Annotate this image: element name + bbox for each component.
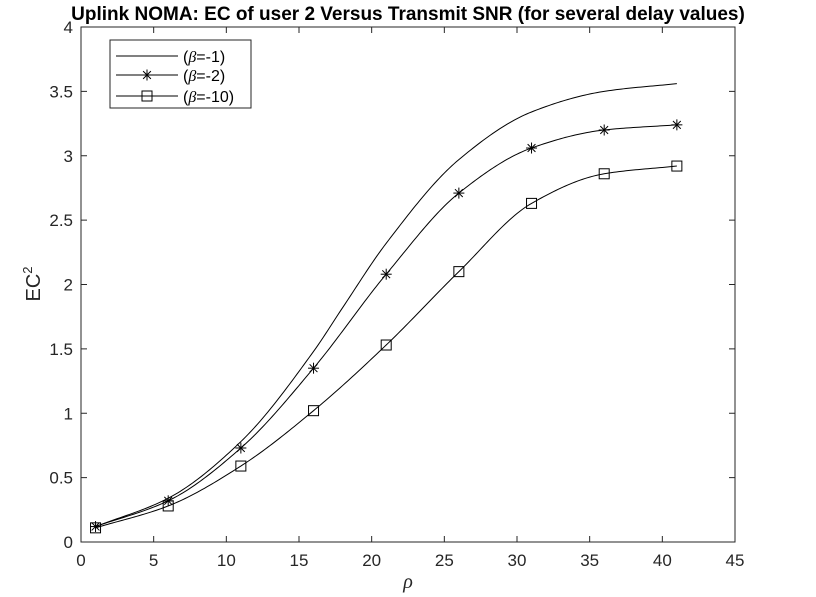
data-point-beta-2 [235,442,247,454]
data-point-beta-2 [598,124,610,136]
data-series [90,83,683,534]
legend-marker [141,90,153,102]
x-tick-label: 40 [653,551,672,570]
legend-value: =-10) [196,89,234,106]
legend-value: =-2) [196,68,225,85]
data-point-beta-10 [380,339,392,351]
legend-value: =-1) [196,49,225,66]
y-tick-label: 0 [64,533,73,552]
data-point-beta-10 [671,160,683,172]
plot-area [80,26,736,543]
legend-label: (β=-1) [183,49,225,66]
data-point-beta-10 [235,460,247,472]
legend-beta: β [187,89,196,106]
data-point-beta-10 [598,168,610,180]
data-point-beta-10 [90,522,102,534]
x-tick-label: 10 [217,551,236,570]
y-axis-label-sup: 2 [20,266,35,273]
data-point-beta-10 [308,405,320,417]
x-axis-label: ρ [402,571,413,593]
y-tick-label: 3 [64,147,73,166]
y-axis-label-base: EC [23,274,45,302]
series-line-beta-1 [95,83,677,528]
x-tick-label: 25 [435,551,454,570]
y-tick-label: 2 [64,276,73,295]
legend-beta: β [187,49,196,66]
data-point-beta-2 [671,119,683,131]
data-point-beta-10 [162,500,174,512]
data-point-beta-2 [380,268,392,280]
x-tick-label: 20 [362,551,381,570]
y-tick-label: 3.5 [49,82,73,101]
legend: (β=-1)(β=-2)(β=-10) [109,39,252,109]
x-tick-label: 5 [149,551,158,570]
legend-label: (β=-10) [183,89,234,106]
data-point-beta-10 [526,197,538,209]
legend-paren-open: ( [183,49,189,66]
legend-paren-open: ( [183,68,189,85]
data-point-beta-10 [453,266,465,278]
legend-beta: β [187,68,196,85]
series-line-beta-10 [95,165,677,529]
y-axis-label: EC2 [20,266,45,301]
y-tick-label: 1.5 [49,340,73,359]
y-tick-label: 0.5 [49,469,73,488]
chart-title: Uplink NOMA: EC of user 2 Versus Transmi… [71,4,745,25]
y-tick-label: 4 [64,18,73,37]
data-point-beta-2 [90,521,102,533]
data-point-beta-2 [526,142,538,154]
x-tick-label: 35 [580,551,599,570]
x-tick-label: 45 [726,551,745,570]
x-tick-label: 0 [76,551,85,570]
y-tick-label: 1 [64,404,73,423]
data-point-beta-2 [308,362,320,374]
axis-ticks: 0 5 10 15 20 25 30 35 40 45 0 0.5 1 1.5 2 2.5 3 3.5 4 [49,18,744,570]
x-tick-label: 30 [508,551,527,570]
y-tick-label: 2.5 [49,211,73,230]
legend-label: (β=-2) [183,68,225,85]
legend-marker [141,69,153,81]
data-point-beta-2 [453,187,465,199]
legend-box [109,39,252,109]
x-tick-label: 15 [290,551,309,570]
legend-paren-open: ( [183,89,189,106]
